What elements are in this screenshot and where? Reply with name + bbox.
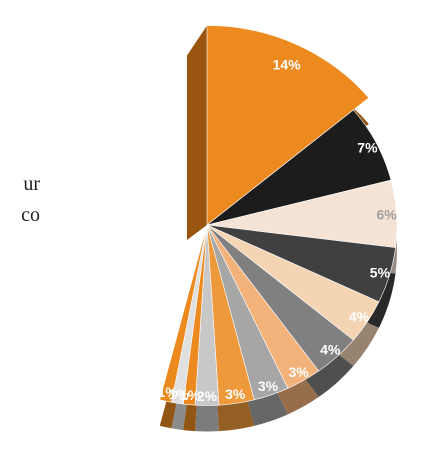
slice-label: 4% bbox=[320, 342, 341, 358]
pie-slice bbox=[206, 25, 370, 226]
clipped-text-line: co bbox=[21, 204, 40, 226]
slice-label: 1% bbox=[180, 387, 201, 403]
slice-label: 14% bbox=[273, 56, 302, 72]
slice-label: 1% bbox=[158, 384, 179, 400]
clipped-text-line: ur bbox=[23, 173, 40, 195]
slice-label: 3% bbox=[288, 364, 309, 380]
slice-label: 6% bbox=[376, 206, 397, 222]
slice-label: 5% bbox=[370, 265, 391, 281]
slice-label: 3% bbox=[225, 386, 246, 402]
slice-label: 1% bbox=[169, 386, 190, 402]
pie-side-wall bbox=[187, 25, 207, 240]
slice-label: 2% bbox=[197, 388, 218, 404]
clipped-text: ur co bbox=[0, 169, 40, 231]
slice-label: 4% bbox=[349, 309, 370, 325]
slice-label: 3% bbox=[258, 378, 279, 394]
slice-label: 7% bbox=[357, 139, 378, 155]
pie-slice bbox=[159, 224, 208, 403]
